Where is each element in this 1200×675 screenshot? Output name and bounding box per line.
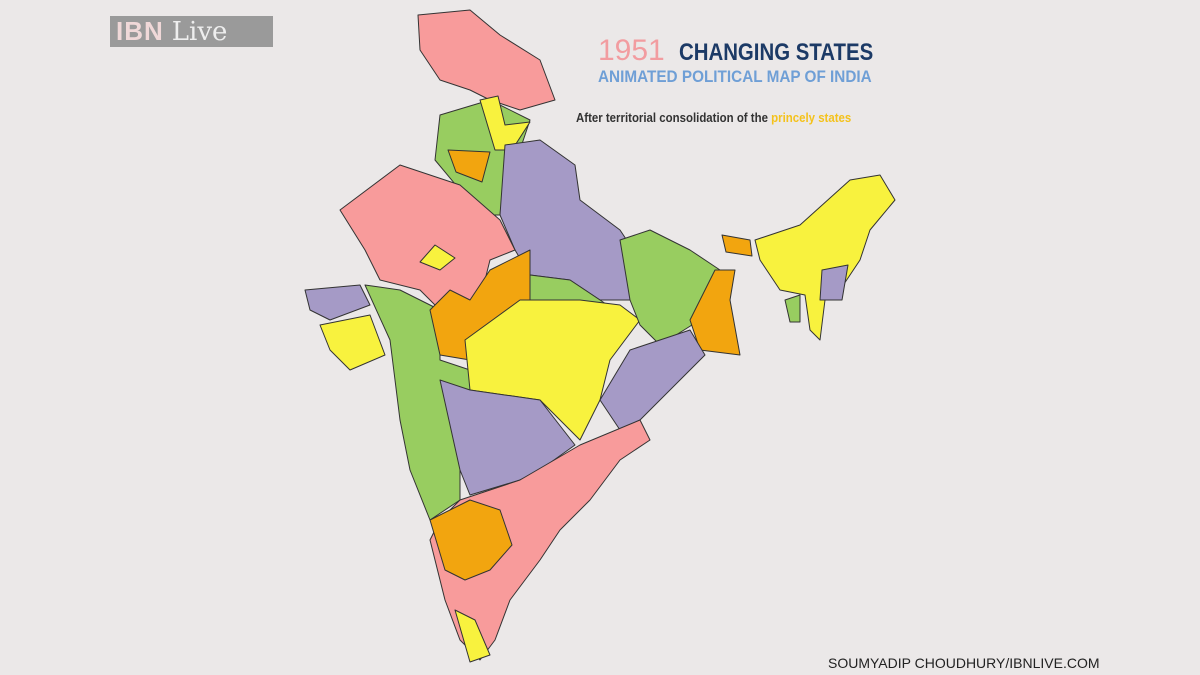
note-prefix: After territorial consolidation of the bbox=[576, 110, 772, 125]
region-manipur bbox=[819, 264, 849, 301]
region-madras bbox=[429, 419, 651, 661]
region-tripura bbox=[784, 294, 801, 323]
region-himachal bbox=[479, 95, 531, 151]
heading: CHANGING STATES bbox=[679, 39, 874, 66]
logo-brand: IBN bbox=[116, 16, 164, 46]
region-assam bbox=[754, 174, 896, 341]
region-sikkim bbox=[721, 234, 753, 257]
subtitle: ANIMATED POLITICAL MAP OF INDIA bbox=[598, 67, 872, 86]
ibn-live-logo: IBN Live bbox=[110, 16, 273, 47]
region-ajmer bbox=[419, 244, 456, 271]
region-west-bengal bbox=[689, 269, 741, 356]
region-travancore-cochin bbox=[454, 609, 491, 663]
region-pepsu bbox=[447, 149, 491, 183]
region-kutch bbox=[304, 284, 371, 321]
region-mysore bbox=[429, 499, 513, 581]
caption-note: After territorial consolidation of the p… bbox=[576, 110, 851, 125]
year-label: 1951 bbox=[598, 34, 665, 67]
credit: SOUMYADIP CHOUDHURY/IBNLIVE.COM bbox=[828, 655, 1100, 671]
note-highlight: princely states bbox=[771, 110, 852, 125]
region-jammu-kashmir bbox=[417, 9, 556, 111]
map-title: 1951 CHANGING STATES bbox=[598, 34, 908, 68]
region-saurashtra bbox=[319, 314, 386, 371]
logo-suffix: Live bbox=[171, 16, 228, 47]
